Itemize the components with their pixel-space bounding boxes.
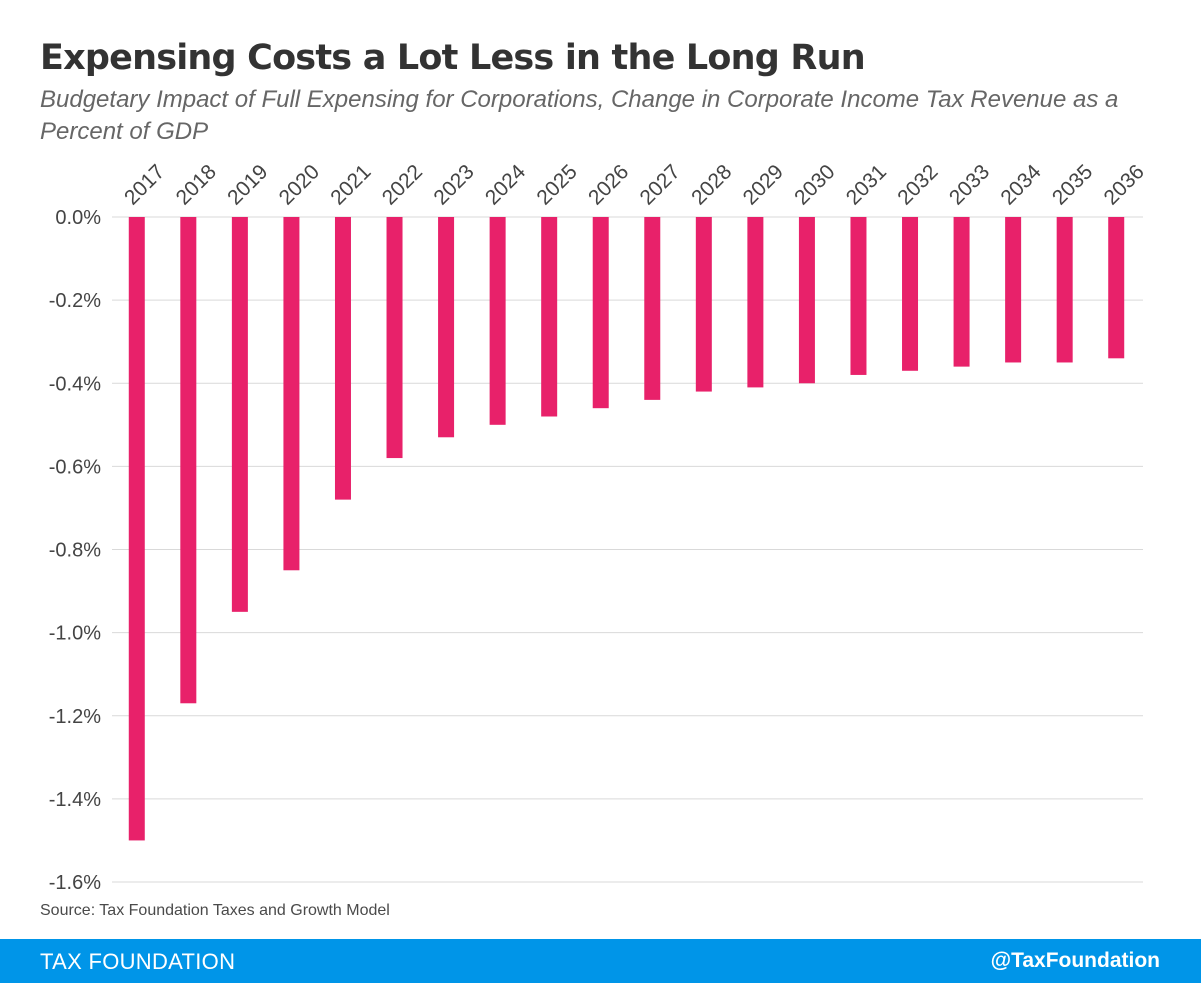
y-tick-label: -1.6%	[49, 872, 101, 894]
footer-bar: TAX FOUNDATION @TaxFoundation	[0, 939, 1201, 983]
x-tick-label-2020: 2020	[275, 160, 324, 209]
gridlines	[112, 216, 1143, 883]
chart-subtitle: Budgetary Impact of Full Expensing for C…	[40, 86, 1119, 145]
bar-2036	[1108, 217, 1125, 359]
x-tick-label-2017: 2017	[120, 160, 169, 209]
bars	[128, 217, 1125, 841]
y-axis-tick-labels: 0.0% -0.2% -0.4% -0.6% -0.8% -1.0% -1.2% -1.4% -…	[49, 207, 101, 894]
x-tick-label-2029: 2029	[739, 160, 788, 209]
x-tick-label-2034: 2034	[996, 160, 1046, 210]
footer-brand: TAX FOUNDATION	[40, 949, 236, 974]
bar-2017	[128, 217, 145, 841]
source-note: Source: Tax Foundation Taxes and Growth …	[40, 902, 390, 919]
x-tick-label-2031: 2031	[842, 160, 891, 209]
x-tick-label-2018: 2018	[172, 160, 221, 209]
y-tick-label: -0.8%	[49, 540, 101, 562]
x-tick-label-2033: 2033	[945, 160, 994, 209]
bar-2030	[798, 217, 815, 384]
x-tick-label-2028: 2028	[687, 160, 736, 209]
x-tick-label-2026: 2026	[584, 160, 633, 209]
bar-2023	[438, 217, 455, 438]
y-tick-label: -1.2%	[49, 706, 101, 728]
x-tick-label-2023: 2023	[429, 160, 478, 209]
y-tick-label: -0.6%	[49, 456, 101, 478]
bar-2019	[231, 217, 248, 612]
y-tick-label: 0.0%	[55, 207, 101, 229]
bar-2025	[541, 217, 558, 417]
y-tick-label: -1.0%	[49, 623, 101, 645]
x-tick-label-2024: 2024	[481, 160, 531, 210]
x-tick-label-2032: 2032	[893, 160, 942, 209]
x-tick-label-2019: 2019	[223, 160, 272, 209]
x-tick-label-2022: 2022	[378, 160, 427, 209]
bar-2024	[489, 217, 506, 425]
bar-2027	[644, 217, 661, 400]
footer-social-handle: @TaxFoundation	[990, 949, 1160, 972]
bar-2020	[283, 217, 300, 571]
bar-2035	[1056, 217, 1073, 363]
x-tick-label-2030: 2030	[790, 160, 839, 209]
bar-2022	[386, 217, 403, 459]
bar-2034	[1005, 217, 1022, 363]
x-tick-label-2025: 2025	[532, 160, 581, 209]
y-tick-label: -0.4%	[49, 373, 101, 395]
bar-2033	[953, 217, 970, 367]
bar-2021	[334, 217, 351, 500]
bar-2029	[747, 217, 764, 388]
bar-2026	[592, 217, 609, 409]
bar-2028	[695, 217, 712, 392]
bar-2018	[180, 217, 197, 704]
y-tick-label: -1.4%	[49, 789, 101, 811]
x-tick-label-2035: 2035	[1048, 160, 1097, 209]
bar-chart: 0.0% -0.2% -0.4% -0.6% -0.8% -1.0% -1.2% -1.4% -…	[49, 160, 1149, 894]
y-tick-label: -0.2%	[49, 290, 101, 312]
chart-title: Expensing Costs a Lot Less in the Long R…	[40, 38, 866, 78]
bar-2032	[902, 217, 919, 371]
x-tick-label-2021: 2021	[326, 160, 375, 209]
x-tick-label-2036: 2036	[1099, 160, 1148, 209]
x-axis-category-labels: 2017 2018 2019 2020 2021 2022 2023 2024 2025 2026…	[120, 160, 1149, 210]
x-tick-label-2027: 2027	[636, 160, 685, 209]
bar-2031	[850, 217, 867, 375]
